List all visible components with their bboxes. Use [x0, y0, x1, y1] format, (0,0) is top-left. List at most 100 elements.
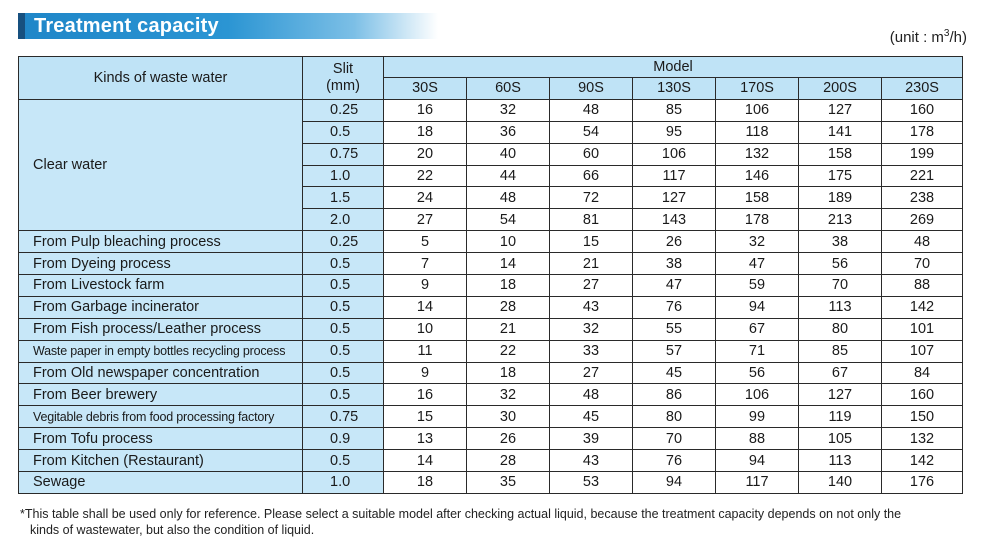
footnote-line-2: kinds of wastewater, but also the condit… — [30, 523, 315, 537]
capacity-cell: 10 — [383, 317, 467, 341]
capacity-cell: 54 — [466, 208, 550, 232]
capacity-cell: 88 — [715, 427, 799, 451]
capacity-cell: 28 — [466, 449, 550, 473]
capacity-cell: 213 — [798, 208, 882, 232]
capacity-cell: 176 — [880, 471, 964, 494]
capacity-cell: 86 — [632, 383, 716, 407]
slit-value: 0.9 — [302, 427, 384, 451]
capacity-cell: 47 — [715, 252, 799, 276]
capacity-cell: 80 — [798, 317, 882, 341]
capacity-cell: 127 — [798, 383, 882, 407]
capacity-cell: 43 — [549, 449, 633, 473]
capacity-cell: 113 — [798, 295, 882, 319]
capacity-cell: 11 — [383, 339, 467, 363]
unit-prefix: (unit : m — [889, 29, 944, 46]
capacity-cell: 142 — [880, 295, 964, 319]
footnote: *This table shall be used only for refer… — [20, 506, 950, 538]
capacity-cell: 76 — [632, 295, 716, 319]
capacity-cell: 38 — [632, 252, 716, 276]
slit-value: 0.25 — [302, 230, 384, 254]
capacity-cell: 45 — [549, 405, 633, 429]
capacity-cell: 40 — [466, 142, 550, 166]
page-title: Treatment capacity — [34, 15, 219, 37]
capacity-cell: 150 — [880, 405, 964, 429]
model-header-200s: 200S — [798, 77, 882, 100]
table-row: From Old newspaper concentration 0.5 9 18 27… — [18, 361, 964, 385]
slit-value: 0.5 — [302, 317, 384, 341]
capacity-cell: 94 — [715, 449, 799, 473]
capacity-cell: 54 — [549, 120, 633, 144]
capacity-cell: 140 — [798, 471, 882, 494]
capacity-cell: 175 — [798, 164, 882, 188]
capacity-cell: 158 — [798, 142, 882, 166]
model-header-60s: 60S — [466, 77, 550, 100]
capacity-cell: 60 — [549, 142, 633, 166]
capacity-cell: 146 — [715, 164, 799, 188]
slit-value: 0.5 — [302, 120, 384, 144]
slit-value: 1.0 — [302, 164, 384, 188]
unit-label: (unit : m3/h) — [890, 25, 967, 47]
capacity-cell: 15 — [383, 405, 467, 429]
slit-value: 2.0 — [302, 208, 384, 232]
capacity-cell: 143 — [632, 208, 716, 232]
slit-value: 1.5 — [302, 186, 384, 210]
capacity-cell: 221 — [880, 164, 964, 188]
model-header: Model — [382, 56, 964, 78]
capacity-cell: 10 — [466, 230, 550, 254]
waste-water-kind: Sewage — [18, 471, 303, 494]
model-header-90s: 90S — [549, 77, 633, 100]
capacity-cell: 20 — [383, 142, 467, 166]
capacity-cell: 18 — [466, 274, 550, 297]
capacity-cell: 27 — [549, 361, 633, 385]
model-row: 30S 60S 90S 130S 170S 200S 230S — [19, 77, 964, 100]
capacity-cell: 56 — [798, 252, 882, 276]
capacity-cell: 85 — [632, 98, 716, 122]
capacity-cell: 33 — [549, 339, 633, 363]
capacity-cell: 14 — [466, 252, 550, 276]
capacity-cell: 66 — [549, 164, 633, 188]
waste-water-kind: Clear water — [18, 98, 303, 232]
capacity-cell: 94 — [632, 471, 716, 494]
table-row: 2.0 27 54 81 143 178 213 269 — [19, 208, 964, 232]
capacity-cell: 106 — [632, 142, 716, 166]
capacity-cell: 132 — [715, 142, 799, 166]
capacity-cell: 27 — [383, 208, 467, 232]
capacity-cell: 48 — [549, 383, 633, 407]
table-row: From Garbage incinerator 0.5 14 28 43 76 94 113… — [18, 295, 964, 319]
capacity-cell: 178 — [715, 208, 799, 232]
waste-water-kind: From Old newspaper concentration — [18, 361, 303, 385]
slit-header-unit: (mm) — [326, 77, 360, 94]
capacity-cell: 13 — [383, 427, 467, 451]
slit-value: 0.5 — [302, 339, 384, 363]
table-row: Vegitable debris from food processing fa… — [18, 405, 964, 429]
capacity-cell: 22 — [383, 164, 467, 188]
table-row: Sewage 1.0 18 35 53 94 117 140 176 — [18, 471, 964, 494]
capacity-cell: 132 — [880, 427, 964, 451]
capacity-cell: 127 — [798, 98, 882, 122]
capacity-cell: 48 — [880, 230, 964, 254]
capacity-cell: 101 — [880, 317, 964, 341]
capacity-cell: 70 — [880, 252, 964, 276]
capacity-cell: 80 — [632, 405, 716, 429]
capacity-cell: 53 — [549, 471, 633, 494]
waste-water-kind: From Fish process/Leather process — [18, 317, 303, 341]
capacity-cell: 189 — [798, 186, 882, 210]
capacity-cell: 199 — [880, 142, 964, 166]
slit-value: 0.5 — [302, 361, 384, 385]
capacity-cell: 55 — [632, 317, 716, 341]
capacity-cell: 118 — [715, 120, 799, 144]
capacity-cell: 22 — [466, 339, 550, 363]
capacity-cell: 119 — [798, 405, 882, 429]
capacity-cell: 24 — [383, 186, 467, 210]
capacity-cell: 106 — [715, 383, 799, 407]
capacity-cell: 56 — [715, 361, 799, 385]
unit-suffix: /h) — [949, 29, 967, 46]
capacity-cell: 85 — [798, 339, 882, 363]
waste-water-kind: From Livestock farm — [18, 274, 303, 297]
capacity-cell: 94 — [715, 295, 799, 319]
waste-water-kind: From Dyeing process — [18, 252, 303, 276]
footnote-line-1: *This table shall be used only for refer… — [20, 507, 902, 521]
slit-value: 0.5 — [302, 295, 384, 319]
capacity-cell: 7 — [383, 252, 467, 276]
capacity-cell: 113 — [798, 449, 882, 473]
